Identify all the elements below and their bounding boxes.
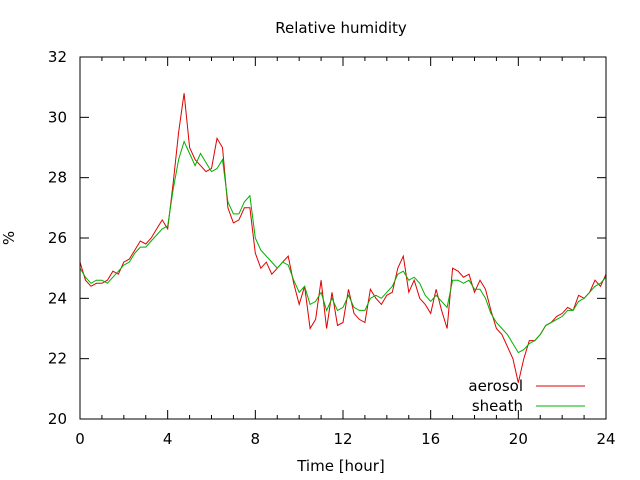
series-line-aerosol <box>79 93 607 383</box>
x-tick-label: 24 <box>596 430 615 448</box>
chart-title: Relative humidity <box>275 19 407 37</box>
x-tick-label: 4 <box>163 430 173 448</box>
y-tick-label: 26 <box>48 229 67 247</box>
x-tick-label: 8 <box>251 430 261 448</box>
y-tick-label: 22 <box>48 350 67 368</box>
x-tick-label: 16 <box>421 430 440 448</box>
legend-label-sheath: sheath <box>472 397 523 415</box>
x-axis-label: Time [hour] <box>296 457 385 475</box>
y-tick-label: 24 <box>48 289 67 307</box>
y-tick-label: 30 <box>48 108 67 126</box>
y-axis-label: % <box>0 231 18 245</box>
legend: aerosol sheath <box>468 377 585 415</box>
y-tick-label: 28 <box>48 169 67 187</box>
plot-frame <box>79 56 607 420</box>
series-layer <box>79 93 607 383</box>
y-tick-label: 20 <box>48 410 67 428</box>
x-tick-label: 20 <box>509 430 528 448</box>
legend-label-aerosol: aerosol <box>468 377 523 395</box>
series-line-sheath <box>79 140 607 354</box>
x-tick-label: 0 <box>75 430 85 448</box>
axes-layer: 0 4 8 12 16 20 24 20 22 24 26 28 30 32 <box>48 48 616 448</box>
x-tick-label: 12 <box>333 430 352 448</box>
y-tick-label: 32 <box>48 48 67 66</box>
